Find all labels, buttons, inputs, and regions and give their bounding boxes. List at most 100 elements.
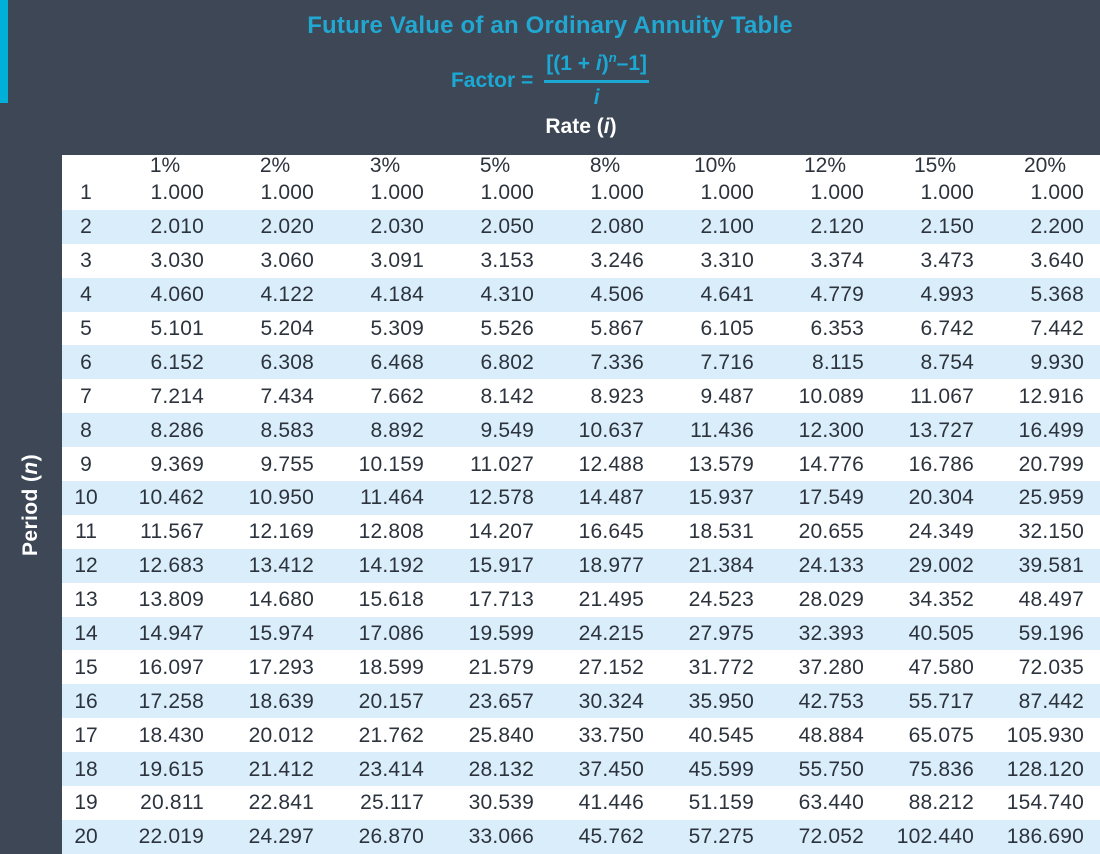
numerator-open: [(1 +	[546, 52, 596, 75]
period-cell: 5	[80, 317, 92, 340]
factor-value-cell: 47.580	[908, 655, 974, 679]
rate-header-row: 1% 2% 3% 5% 8% 10% 12% 15% 20%	[62, 155, 1100, 176]
factor-value-cell: 11.567	[140, 520, 204, 544]
factor-value-cell: 25.117	[360, 791, 424, 815]
factor-value-cell: 13.727	[908, 418, 974, 442]
table-row: 3 3.030 3.060 3.091 3.153 3.246 3.310 3.374 3.47…	[62, 244, 1100, 278]
factor-value-cell: 128.120	[1006, 757, 1084, 781]
factor-value-cell: 7.442	[1030, 317, 1084, 340]
factor-value-cell: 21.495	[578, 588, 644, 612]
factor-value-cell: 10.462	[138, 486, 204, 510]
factor-value-cell: 10.159	[358, 452, 424, 476]
factor-value-cell: 3.246	[590, 249, 644, 273]
factor-value-cell: 32.150	[1018, 520, 1084, 544]
factor-value-cell: 55.750	[798, 757, 864, 781]
table-row: 11 11.567 12.169 12.808 14.207 16.645 18.531 20…	[62, 515, 1100, 549]
factor-value-cell: 17.258	[138, 689, 204, 713]
factor-value-cell: 24.349	[908, 520, 974, 544]
factor-value-cell: 4.184	[370, 283, 424, 307]
table-row: 4 4.060 4.122 4.184 4.310 4.506 4.641 4.779 4.99…	[62, 277, 1100, 312]
factor-value-cell: 8.892	[370, 418, 424, 442]
factor-value-cell: 65.075	[908, 723, 974, 747]
factor-value-cell: 18.639	[248, 689, 314, 713]
factor-value-cell: 14.947	[138, 622, 204, 646]
factor-value-cell: 12.578	[468, 486, 534, 510]
rate-header: 3%	[369, 154, 401, 177]
factor-value-cell: 4.993	[920, 283, 974, 307]
factor-value-cell: 15.917	[468, 554, 534, 578]
factor-value-cell: 1.000	[590, 181, 644, 205]
factor-value-cell: 23.414	[358, 757, 424, 781]
factor-value-cell: 37.280	[798, 655, 864, 679]
rate-label-var-i: i	[603, 115, 610, 138]
factor-value-cell: 7.336	[590, 350, 644, 374]
table-row: 15 16.097 17.293 18.599 21.579 27.152 31.772 37…	[62, 650, 1100, 684]
period-cell: 14	[74, 622, 98, 646]
factor-value-cell: 11.436	[690, 418, 754, 442]
factor-value-cell: 31.772	[688, 655, 754, 679]
period-cell: 18	[74, 757, 98, 781]
factor-value-cell: 8.754	[920, 350, 974, 374]
table-row: 14 14.947 15.974 17.086 19.599 24.215 27.975 32…	[62, 616, 1100, 651]
factor-value-cell: 10.950	[248, 486, 314, 510]
factor-value-cell: 13.579	[688, 452, 754, 476]
period-cell: 16	[74, 689, 98, 713]
factor-value-cell: 20.811	[140, 791, 204, 815]
factor-value-cell: 2.100	[700, 215, 754, 239]
factor-value-cell: 28.029	[798, 588, 864, 612]
factor-value-cell: 4.641	[700, 283, 754, 307]
factor-value-cell: 21.762	[358, 723, 424, 747]
factor-value-cell: 12.300	[798, 418, 864, 442]
factor-value-cell: 11.464	[360, 486, 424, 510]
factor-value-cell: 1.000	[370, 181, 424, 205]
factor-value-cell: 2.050	[480, 215, 534, 239]
factor-value-cell: 21.579	[468, 655, 534, 679]
factor-value-cell: 57.275	[688, 825, 754, 849]
factor-value-cell: 63.440	[798, 791, 864, 815]
period-label-post: )	[19, 453, 42, 461]
factor-value-cell: 72.035	[1018, 655, 1084, 679]
factor-value-cell: 32.393	[798, 622, 864, 646]
rate-header: 12%	[803, 154, 847, 177]
numerator-close-paren: )	[601, 52, 609, 75]
period-axis-label-text: Period (n)	[19, 453, 43, 555]
factor-value-cell: 20.304	[908, 486, 974, 510]
factor-value-cell: 6.742	[920, 317, 974, 340]
factor-value-cell: 75.836	[908, 757, 974, 781]
period-cell: 19	[74, 791, 98, 815]
factor-value-cell: 17.549	[798, 486, 864, 510]
period-label-var-n: n	[19, 460, 42, 475]
factor-value-cell: 27.152	[578, 655, 644, 679]
factor-value-cell: 18.430	[138, 723, 204, 747]
factor-value-cell: 11.027	[470, 452, 534, 476]
numerator-exponent-n: n	[608, 50, 617, 65]
factor-value-cell: 15.937	[688, 486, 754, 510]
factor-value-cell: 5.526	[480, 317, 534, 340]
factor-value-cell: 1.000	[260, 181, 314, 205]
factor-value-cell: 45.599	[688, 757, 754, 781]
table-row: 5 5.101 5.204 5.309 5.526 5.867 6.105 6.353 6.74…	[62, 312, 1100, 346]
factor-value-cell: 24.523	[688, 588, 754, 612]
factor-value-cell: 37.450	[578, 757, 644, 781]
formula-fraction: [(1 + i)n–1] i	[544, 50, 650, 110]
factor-value-cell: 22.019	[138, 825, 204, 849]
factor-value-cell: 8.286	[150, 418, 204, 442]
factor-value-cell: 154.740	[1006, 791, 1084, 815]
factor-value-cell: 7.716	[700, 350, 754, 374]
factor-value-cell: 8.583	[260, 418, 314, 442]
factor-value-cell: 12.916	[1018, 384, 1084, 408]
period-cell: 17	[74, 723, 98, 747]
factor-value-cell: 40.505	[908, 622, 974, 646]
factor-value-cell: 2.020	[260, 215, 314, 239]
factor-value-cell: 20.799	[1018, 452, 1084, 476]
rate-header: 10%	[693, 154, 737, 177]
rate-header: 1%	[149, 154, 181, 177]
factor-value-cell: 25.840	[468, 723, 534, 747]
factor-value-cell: 29.002	[908, 554, 974, 578]
factor-value-cell: 13.809	[138, 588, 204, 612]
factor-value-cell: 12.808	[358, 520, 424, 544]
factor-value-cell: 4.779	[810, 283, 864, 307]
factor-value-cell: 12.683	[138, 554, 204, 578]
numerator-var-i: i	[595, 52, 602, 75]
factor-value-cell: 20.655	[798, 520, 864, 544]
